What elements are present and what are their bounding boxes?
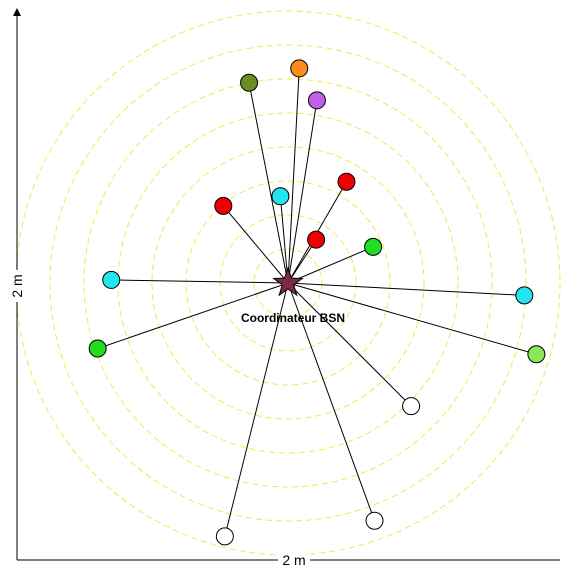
node-red-top-right [337,172,356,191]
range-ring [185,180,391,386]
x-axis-label-bg [278,552,310,566]
node-cyan-top [271,187,290,206]
link-node-cyan-right [287,282,525,296]
node-green-left [88,339,107,358]
coordinator-label: Coordinateur BSN [241,311,345,325]
range-ring [151,146,425,420]
link-node-white-right [287,282,412,407]
link-node-orange [287,68,300,284]
node-purple [307,91,326,110]
y-axis-arrowhead [13,8,21,16]
link-node-red-left [222,205,289,284]
node-cyan-right [515,286,534,305]
range-ring [49,44,527,522]
node-orange [290,59,309,78]
link-node-lightgreen-right [287,282,537,355]
node-white-right [402,397,421,416]
node-red-center [307,230,326,249]
y-axis-label: 2 m [9,274,25,297]
link-node-cyan-left [111,279,289,284]
y-axis-label-bg [10,270,24,302]
sensor-nodes [88,59,546,546]
range-ring [83,78,493,488]
node-links [97,68,537,537]
link-node-green-right [287,246,374,284]
node-lightgreen-right [527,345,546,364]
link-node-white-bottom-left [224,282,289,537]
coordinator-star-icon [272,266,304,297]
node-cyan-left [102,270,121,289]
link-node-olive [248,82,289,284]
x-axis-label: 2 m [282,552,305,567]
range-ring [219,214,357,352]
link-node-green-left [97,282,289,350]
range-ring [253,248,323,318]
node-white-bottom-left [215,527,234,546]
node-white-bottom-right [365,511,384,530]
node-olive [240,73,259,92]
link-node-purple [287,100,318,284]
link-node-cyan-top [279,196,289,284]
link-node-white-bottom-right [287,282,375,521]
node-red-left [214,196,233,215]
node-green-right [364,237,383,256]
